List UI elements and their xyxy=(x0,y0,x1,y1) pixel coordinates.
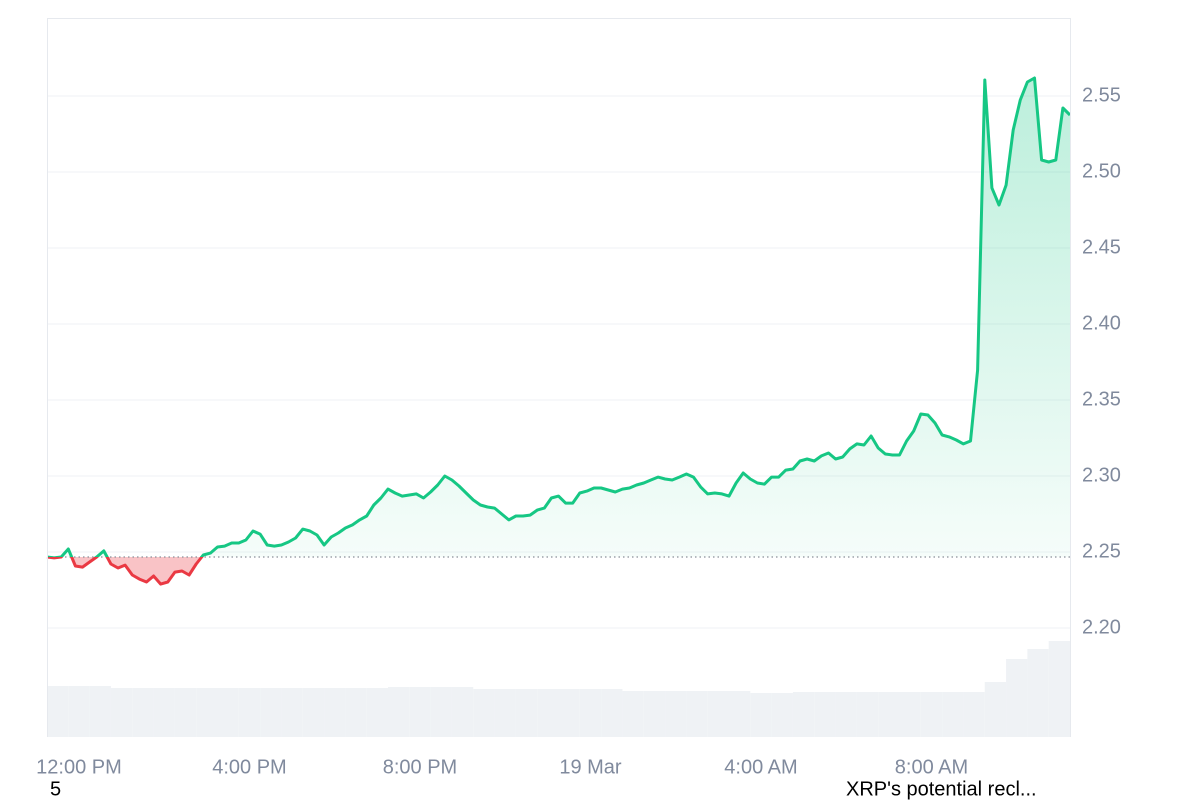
volume-bar xyxy=(665,691,687,737)
volume-bar xyxy=(558,689,580,737)
volume-bar xyxy=(1048,641,1070,737)
volume-bar xyxy=(260,688,282,737)
volume-bar xyxy=(878,692,900,737)
y-tick-label: 2.40 xyxy=(1082,312,1121,334)
volume-bar xyxy=(238,688,261,737)
volume-bar xyxy=(729,691,751,737)
volume-bar xyxy=(963,692,985,737)
volume-bar xyxy=(174,688,197,737)
x-tick-label: 4:00 PM xyxy=(212,756,286,778)
price-line xyxy=(46,76,1072,586)
volume-bar xyxy=(451,687,474,737)
volume-bar xyxy=(494,689,516,737)
volume-bar xyxy=(324,688,346,737)
volume-bar xyxy=(47,686,69,737)
footer-left: 5 xyxy=(50,778,61,800)
y-tick-label: 2.50 xyxy=(1082,160,1121,182)
volume-bar xyxy=(388,687,410,737)
y-tick-label: 2.55 xyxy=(1082,84,1121,106)
volume-bar xyxy=(217,688,239,737)
volume xyxy=(47,641,1070,737)
volume-bar xyxy=(537,689,559,737)
y-tick-label: 2.35 xyxy=(1082,388,1121,410)
volume-bar xyxy=(409,687,431,737)
x-tick-label: 4:00 AM xyxy=(724,756,797,778)
volume-bar xyxy=(899,692,921,737)
volume-bar xyxy=(196,688,218,737)
footer-right: XRP's potential recl... xyxy=(846,778,1037,800)
area-below xyxy=(47,557,1070,585)
area-above xyxy=(47,78,1070,558)
volume-bar xyxy=(920,692,943,737)
y-tick-label: 2.25 xyxy=(1082,540,1121,562)
volume-bar xyxy=(89,686,111,737)
volume-bar xyxy=(984,682,1007,737)
y-tick-label: 2.30 xyxy=(1082,464,1121,486)
volume-bar xyxy=(430,687,452,737)
volume-bar xyxy=(707,691,729,737)
volume-bar xyxy=(814,692,836,737)
volume-bar xyxy=(792,692,815,737)
volume-bar xyxy=(153,688,175,737)
volume-bar xyxy=(1027,649,1049,737)
x-tick-label: 8:00 PM xyxy=(383,756,457,778)
volume-bar xyxy=(345,688,367,737)
volume-bar xyxy=(366,688,388,737)
volume-bar xyxy=(622,691,644,737)
volume-bar xyxy=(132,688,154,737)
plot-frame xyxy=(47,18,1071,737)
volume-bar xyxy=(110,688,133,737)
volume-bar xyxy=(750,693,772,737)
volume-bar xyxy=(835,692,857,737)
volume-bar xyxy=(515,689,538,737)
volume-bar xyxy=(302,688,325,737)
x-tick-label: 19 Mar xyxy=(559,756,622,778)
volume-bar xyxy=(942,692,964,737)
volume-bar xyxy=(281,688,303,737)
volume-bar xyxy=(68,686,90,737)
volume-bar xyxy=(771,693,793,737)
volume-bar xyxy=(856,692,879,737)
y-tick-label: 2.20 xyxy=(1082,616,1121,638)
y-tick-label: 2.45 xyxy=(1082,236,1121,258)
volume-bar xyxy=(686,691,708,737)
volume-bar xyxy=(601,689,623,737)
x-tick-label: 8:00 AM xyxy=(895,756,968,778)
volume-bar xyxy=(643,691,666,737)
volume-bar xyxy=(1006,659,1028,737)
volume-bar xyxy=(473,689,495,737)
volume-bar xyxy=(579,689,602,737)
x-tick-label: 12:00 PM xyxy=(36,756,122,778)
